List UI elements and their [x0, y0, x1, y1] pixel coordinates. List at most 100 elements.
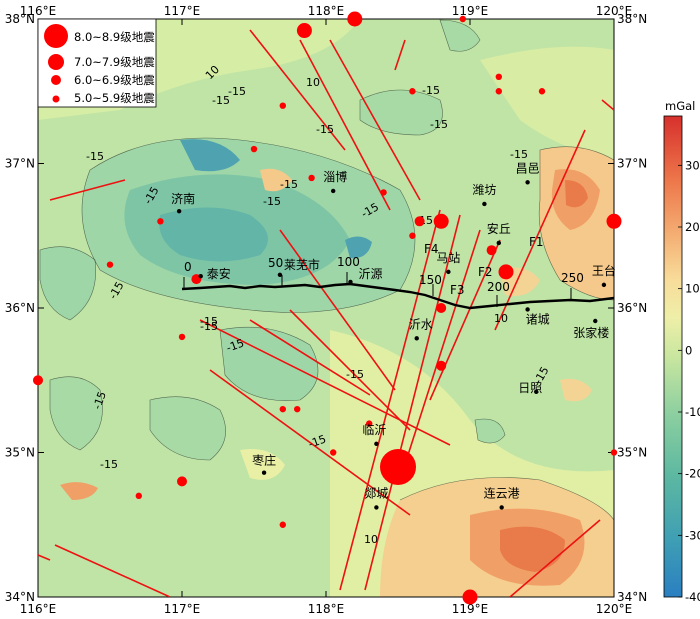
- city-dot: [374, 441, 379, 447]
- fault-line: [509, 519, 601, 597]
- earthquake-marker: [347, 11, 363, 27]
- city-dot: [331, 188, 336, 194]
- city-dot: [496, 240, 501, 246]
- earthquake-marker: [330, 449, 337, 456]
- legend-label-6: 6.0~6.9级地震: [74, 73, 155, 87]
- legend-label-8: 8.0~8.9级地震: [74, 30, 155, 44]
- earthquake-marker: [178, 333, 186, 341]
- lat-label-left: 34°N: [5, 590, 35, 604]
- lat-label-right: 34°N: [617, 590, 647, 604]
- city-dot: [534, 389, 539, 395]
- contour-label: -15: [422, 84, 440, 97]
- city-dot: [198, 274, 203, 279]
- earthquake-marker: [538, 88, 546, 95]
- contour-label: -15: [225, 336, 246, 354]
- profile-marker-label: 250: [561, 271, 584, 285]
- earthquake-marker: [414, 216, 425, 227]
- earthquake-marker: [250, 145, 258, 153]
- contour-labels: -15-15-15 -15-15-15 -15 -15-15-15-15-15-15-…: [86, 63, 552, 546]
- city-dot: [277, 272, 283, 277]
- fault-label: F4: [424, 242, 439, 256]
- city-dot: [525, 180, 530, 185]
- lat-label-right: 37°N: [617, 157, 647, 171]
- lon-label-top: 119°E: [452, 4, 489, 18]
- contour-label: -15: [212, 94, 230, 107]
- city-label: 昌邑: [516, 161, 540, 175]
- contour-label: -15: [307, 432, 328, 450]
- lon-label-top: 118°E: [308, 4, 345, 18]
- lat-label-right: 35°N: [617, 446, 647, 460]
- contour-label: -15: [263, 195, 281, 208]
- colorbar-tick-label: -20: [685, 467, 700, 481]
- fault-line: [329, 39, 421, 201]
- contour-label: -15: [200, 315, 218, 328]
- fault-label: F1: [529, 235, 544, 249]
- earthquake-marker: [177, 476, 187, 487]
- city-label: 淄博: [323, 169, 347, 184]
- profile-line: [181, 282, 615, 310]
- fault-line: [38, 554, 51, 561]
- lon-label-bottom: 117°E: [164, 602, 201, 616]
- city-label: 济南: [171, 191, 195, 206]
- legend-symbol-6: [51, 75, 61, 85]
- lat-label-left: 37°N: [5, 157, 35, 171]
- lat-label-left: 35°N: [5, 446, 35, 460]
- earthquake-marker: [409, 232, 416, 239]
- city-dot: [482, 201, 487, 207]
- legend-label-7: 7.0~7.9级地震: [74, 55, 155, 69]
- earthquake-marker: [436, 360, 447, 371]
- contour-label: -15: [91, 390, 109, 411]
- earthquake-marker: [294, 405, 301, 413]
- fault-line: [494, 129, 586, 331]
- fault-line: [249, 319, 371, 396]
- contour-label: -15: [100, 458, 118, 471]
- fault-line: [249, 29, 346, 151]
- city-dot: [414, 336, 419, 341]
- earthquake-marker: [308, 174, 315, 182]
- lon-label-top: 116°E: [20, 4, 57, 18]
- city-label: 莱芜市: [284, 257, 320, 272]
- profile-marker-label: 0: [184, 260, 192, 274]
- lat-labels-right: 38°N 37°N 36°N 35°N 34°N: [617, 12, 647, 604]
- earthquake-marker: [157, 218, 164, 225]
- contour-label: -15: [316, 123, 334, 136]
- lon-label-top: 120°E: [596, 4, 633, 18]
- earthquake-marker: [495, 88, 502, 95]
- city-label: 沂水: [409, 317, 433, 331]
- earthquake-marker: [135, 492, 142, 500]
- contour-label: -15: [86, 150, 104, 163]
- city-dot: [261, 470, 267, 475]
- colorbar-tick-label: 30: [685, 158, 700, 172]
- city-dot: [446, 269, 451, 275]
- earthquake-marker: [366, 420, 373, 427]
- city-dot: [601, 282, 607, 288]
- earthquake-marker: [106, 261, 114, 268]
- lon-label-bottom: 120°E: [596, 602, 633, 616]
- profile-marker-label: 200: [487, 280, 510, 294]
- profile-marker-label: 100: [337, 255, 360, 269]
- contour-label: 10: [306, 76, 320, 89]
- fault-line: [394, 39, 406, 71]
- earthquake-marker: [459, 15, 466, 23]
- earthquake-markers: [33, 11, 622, 605]
- contour-label: -15: [280, 178, 298, 191]
- earthquake-marker: [606, 213, 622, 229]
- city-label: 连云港: [484, 485, 520, 500]
- earthquake-marker: [279, 102, 286, 109]
- profile-marker-label: 150: [419, 273, 442, 287]
- contour-label: -15: [346, 368, 364, 381]
- earthquake-marker: [279, 521, 286, 528]
- fault-labels: F1 F2 F3 F4: [424, 235, 544, 297]
- colorbar-tick-label: -10: [685, 405, 700, 419]
- lat-label-right: 38°N: [617, 12, 647, 26]
- colorbar-tick-label: 0: [685, 343, 692, 357]
- lat-labels-left: 38°N 37°N 36°N 35°N 34°N: [5, 12, 35, 604]
- fault-label: F3: [450, 283, 465, 297]
- profile-marker-label: 50: [268, 256, 283, 270]
- legend-symbol-5: [52, 95, 60, 103]
- earthquake-marker: [380, 189, 387, 196]
- earthquake-marker: [486, 245, 497, 256]
- earthquake-marker: [610, 449, 618, 456]
